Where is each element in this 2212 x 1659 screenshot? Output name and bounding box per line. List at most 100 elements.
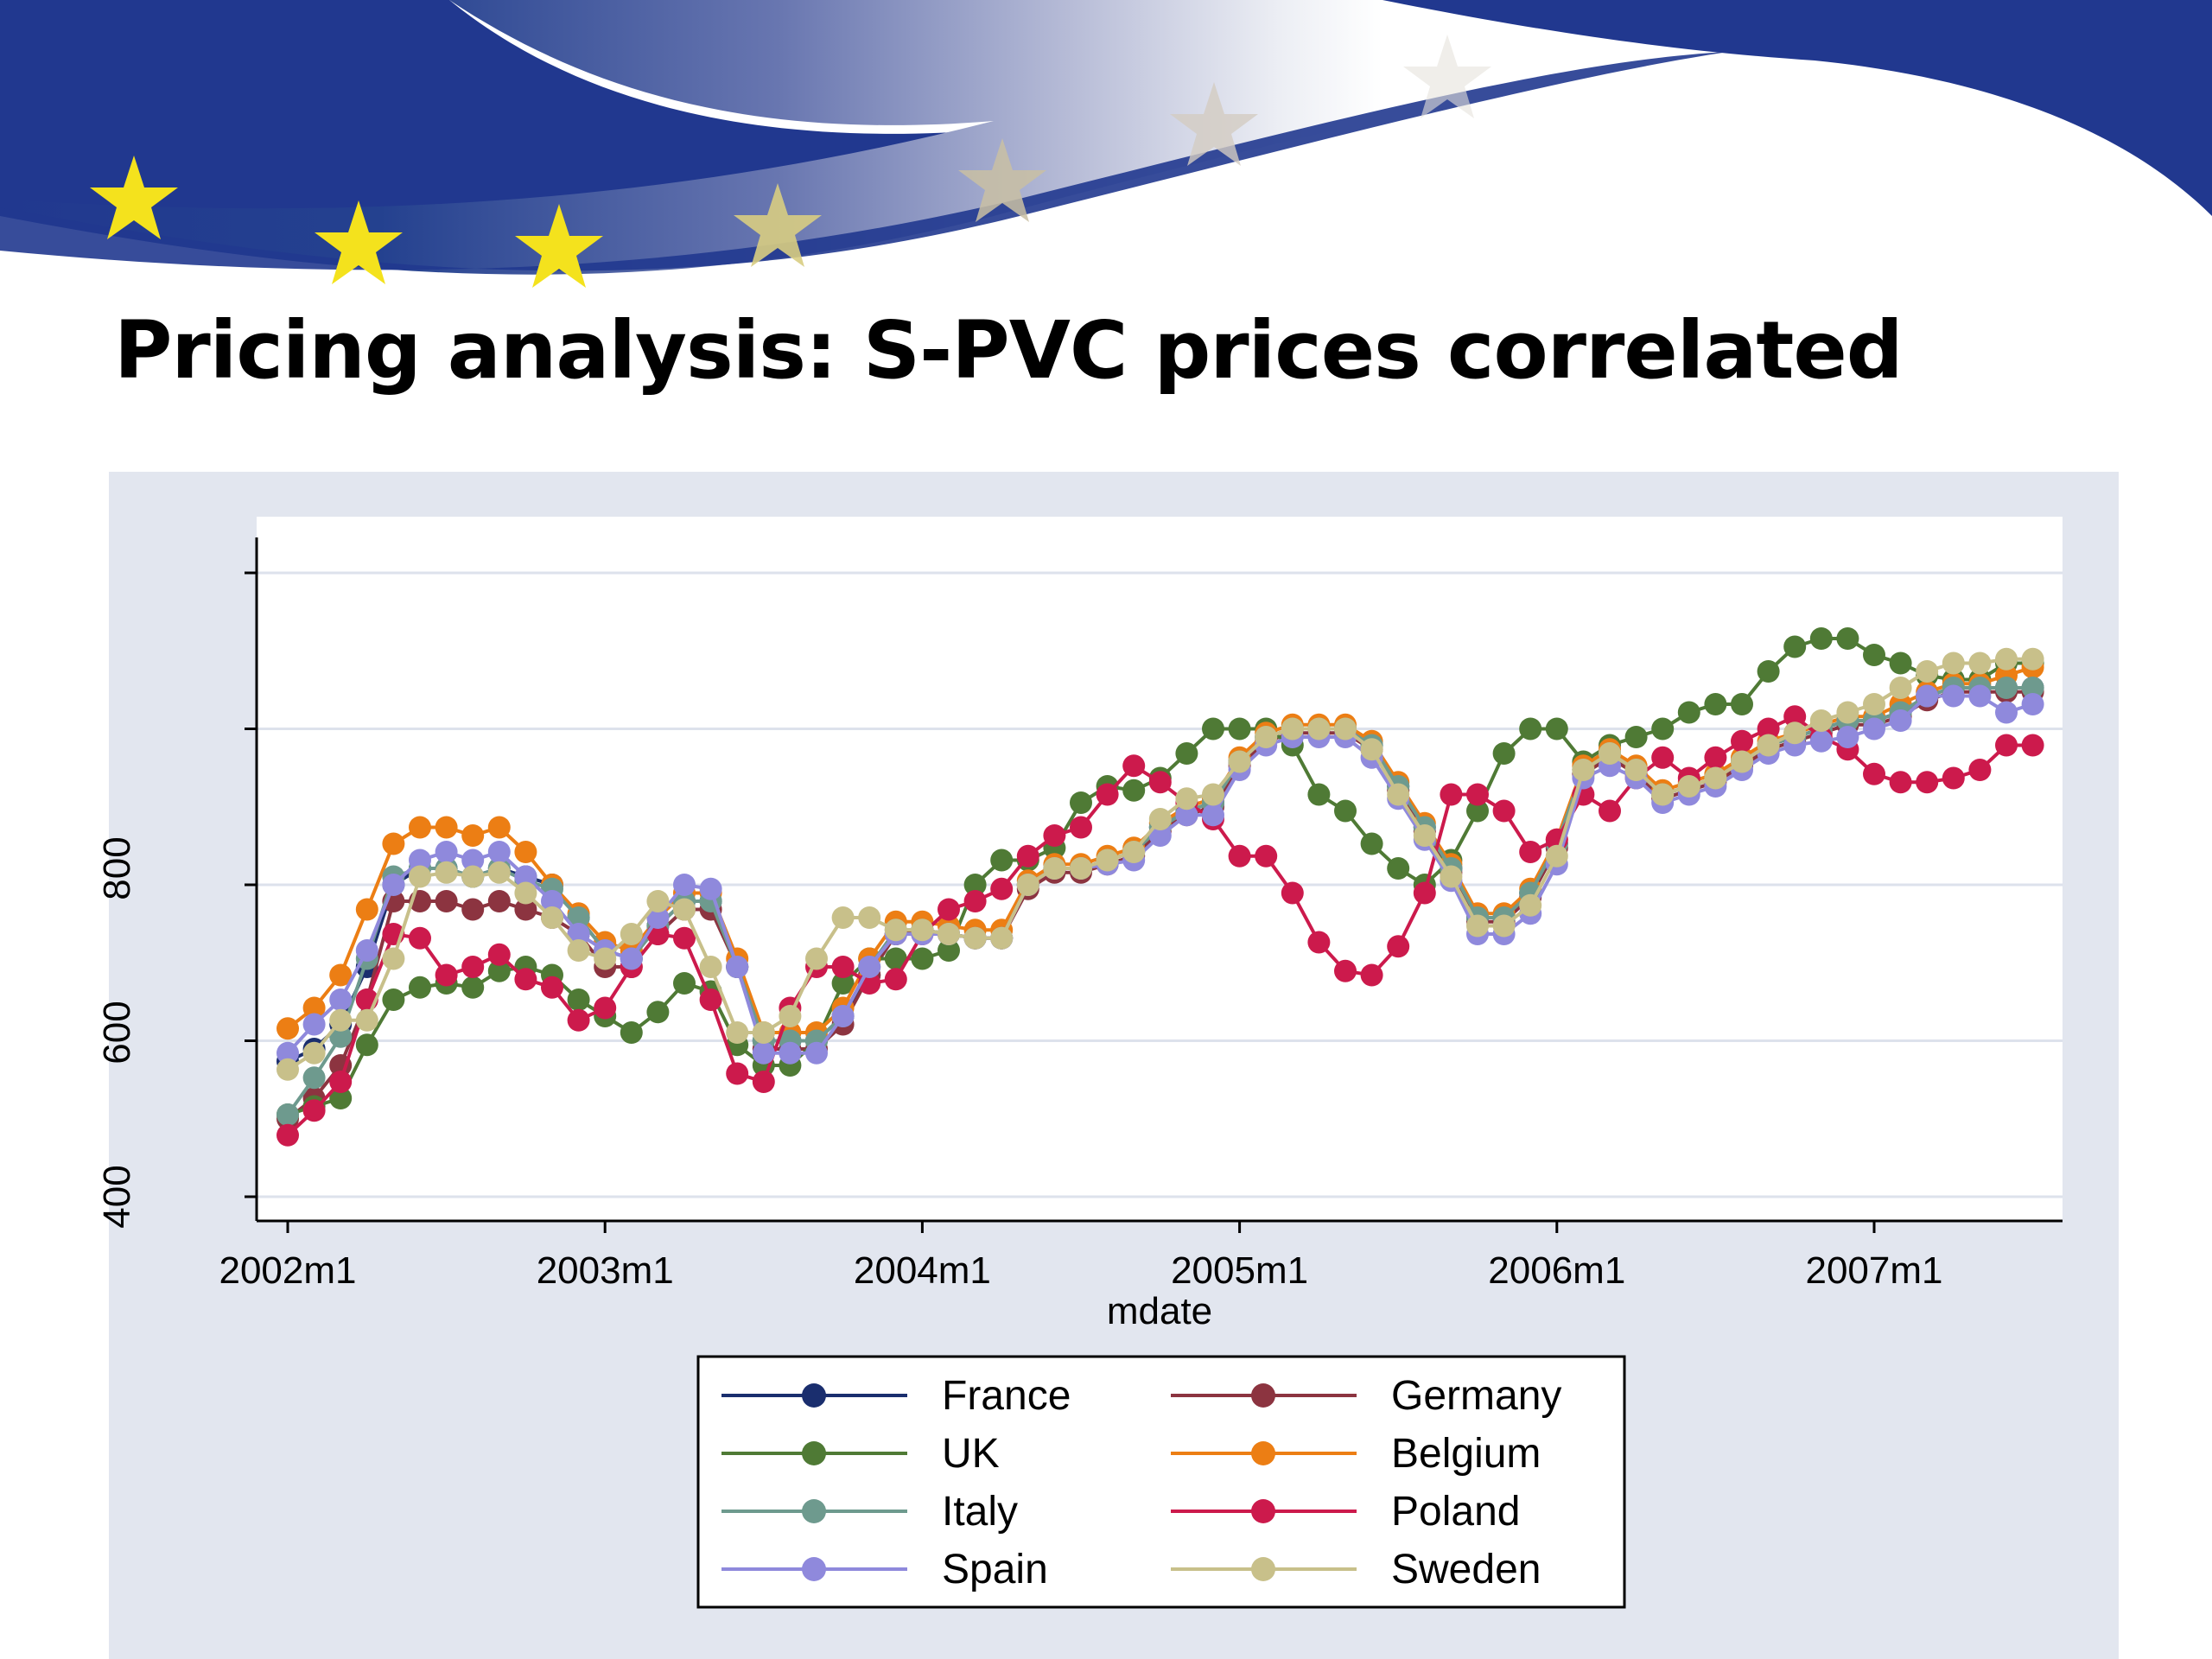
data-point — [699, 988, 722, 1011]
y-tick-label: 400 — [96, 1165, 138, 1228]
data-point — [302, 1041, 326, 1065]
data-point — [1334, 799, 1357, 823]
legend-marker — [1251, 1499, 1275, 1523]
data-point — [435, 861, 458, 884]
y-tick-label: 800 — [96, 836, 138, 899]
data-point — [1995, 734, 2018, 757]
data-point — [1466, 783, 1489, 806]
data-point — [594, 947, 617, 970]
data-point — [1070, 791, 1092, 814]
data-point — [276, 1017, 299, 1040]
data-point — [1492, 742, 1516, 765]
data-point — [884, 968, 907, 991]
data-point — [884, 947, 907, 970]
data-point — [646, 906, 670, 929]
data-point — [1070, 857, 1092, 880]
data-point — [329, 1087, 353, 1109]
data-point — [1519, 893, 1542, 917]
data-point — [1863, 644, 1885, 666]
data-point — [435, 963, 458, 987]
data-point — [1281, 881, 1304, 905]
data-point — [858, 906, 881, 929]
data-point — [779, 1005, 802, 1027]
legend-label: Italy — [942, 1489, 1018, 1535]
data-point — [1307, 783, 1331, 806]
data-point — [646, 890, 670, 912]
data-point — [1836, 701, 1859, 724]
data-point — [1889, 709, 1912, 732]
data-point — [461, 898, 485, 921]
data-point — [1809, 709, 1833, 732]
data-point — [1148, 808, 1172, 830]
data-point — [1942, 684, 1965, 708]
legend-label: Poland — [1391, 1489, 1520, 1535]
data-point — [1255, 726, 1278, 748]
data-point — [461, 976, 485, 999]
data-point — [514, 881, 537, 905]
data-point — [409, 849, 431, 872]
data-point — [1202, 717, 1224, 741]
data-point — [567, 923, 590, 945]
data-point — [435, 890, 458, 912]
data-point — [752, 1021, 775, 1044]
data-point — [1783, 705, 1807, 728]
data-point — [302, 1099, 326, 1122]
data-point — [2021, 647, 2044, 671]
data-point — [1677, 775, 1700, 798]
data-point — [1122, 841, 1146, 863]
legend-label: Sweden — [1391, 1547, 1541, 1592]
x-axis-title: mdate — [1107, 1290, 1212, 1332]
data-point — [1307, 931, 1331, 954]
data-point — [1836, 726, 1859, 748]
data-point — [805, 947, 828, 970]
slide-title: Pricing analysis: S-PVC prices correlate… — [114, 304, 1904, 397]
x-tick-label: 2004m1 — [854, 1249, 991, 1292]
data-point — [461, 956, 485, 978]
data-point — [435, 816, 458, 839]
data-point — [831, 906, 855, 929]
data-point — [1070, 816, 1092, 839]
data-point — [1757, 734, 1780, 757]
data-point — [1599, 799, 1621, 823]
data-point — [1916, 684, 1939, 708]
data-point — [1757, 660, 1780, 683]
x-tick-label: 2005m1 — [1171, 1249, 1308, 1292]
data-point — [435, 841, 458, 863]
legend-label: Belgium — [1391, 1431, 1541, 1477]
data-point — [911, 947, 934, 970]
data-point — [1043, 857, 1066, 880]
data-point — [1043, 824, 1066, 847]
data-point — [831, 1005, 855, 1027]
data-point — [963, 890, 987, 912]
data-point — [382, 988, 405, 1011]
data-point — [779, 1041, 802, 1065]
data-point — [990, 849, 1014, 872]
data-point — [1387, 783, 1410, 806]
data-point — [1440, 783, 1463, 806]
data-point — [1122, 779, 1146, 802]
data-point — [1202, 804, 1224, 827]
legend-label: Spain — [942, 1547, 1048, 1592]
data-point — [487, 890, 511, 912]
data-point — [1968, 652, 1992, 675]
x-tick-label: 2003m1 — [537, 1249, 674, 1292]
star-icon — [1170, 82, 1258, 166]
data-point — [1916, 771, 1939, 794]
data-point — [302, 996, 326, 1020]
series-sweden — [276, 647, 2044, 1081]
data-point — [673, 972, 696, 995]
data-point — [1889, 652, 1912, 675]
data-point — [541, 890, 563, 912]
data-point — [1545, 844, 1568, 868]
data-point — [1995, 677, 2018, 699]
legend-marker — [1251, 1383, 1275, 1408]
data-point — [1783, 721, 1807, 745]
legend-item: France — [721, 1373, 1071, 1419]
data-point — [1836, 627, 1859, 650]
data-point — [1942, 652, 1965, 675]
data-point — [1651, 783, 1675, 806]
legend-item: Italy — [721, 1489, 1018, 1535]
data-point — [382, 832, 405, 855]
data-point — [1995, 701, 2018, 724]
data-point — [1519, 841, 1542, 863]
